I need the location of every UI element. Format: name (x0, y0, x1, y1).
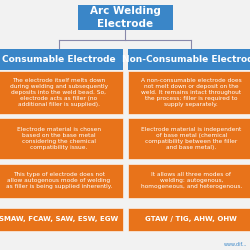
Text: It allows all three modes of
welding: autogenous,
homogeneous, and heterogenous.: It allows all three modes of welding: au… (140, 172, 242, 189)
Text: The electrode itself melts down
during welding and subsequently
deposits into th: The electrode itself melts down during w… (10, 78, 108, 107)
FancyBboxPatch shape (0, 164, 122, 198)
Text: This type of electrode does not
allow autogenous mode of welding
as filler is be: This type of electrode does not allow au… (6, 172, 112, 189)
FancyBboxPatch shape (128, 208, 250, 231)
FancyBboxPatch shape (0, 208, 122, 231)
Text: GTAW / TIG, AHW, OHW: GTAW / TIG, AHW, OHW (145, 216, 237, 222)
Text: A non-consumable electrode does
not melt down or deposit on the
weld. It remains: A non-consumable electrode does not melt… (141, 78, 242, 107)
Text: Arc Welding
Electrode: Arc Welding Electrode (90, 6, 160, 29)
Text: Non-Consumable Electrode: Non-Consumable Electrode (122, 55, 250, 64)
Text: www.dif...: www.dif... (224, 242, 248, 248)
Text: Consumable Electrode: Consumable Electrode (2, 55, 116, 64)
FancyBboxPatch shape (0, 71, 122, 114)
Text: SMAW, FCAW, SAW, ESW, EGW: SMAW, FCAW, SAW, ESW, EGW (0, 216, 118, 222)
Text: Electrode material is independent
of base metal (chemical
compatibility between : Electrode material is independent of bas… (141, 126, 242, 150)
FancyBboxPatch shape (78, 5, 172, 30)
FancyBboxPatch shape (0, 49, 122, 70)
FancyBboxPatch shape (128, 49, 250, 70)
FancyBboxPatch shape (0, 118, 122, 159)
FancyBboxPatch shape (128, 71, 250, 114)
FancyBboxPatch shape (128, 164, 250, 198)
FancyBboxPatch shape (128, 118, 250, 159)
Text: Electrode material is chosen
based on the base metal
considering the chemical
co: Electrode material is chosen based on th… (17, 126, 101, 150)
